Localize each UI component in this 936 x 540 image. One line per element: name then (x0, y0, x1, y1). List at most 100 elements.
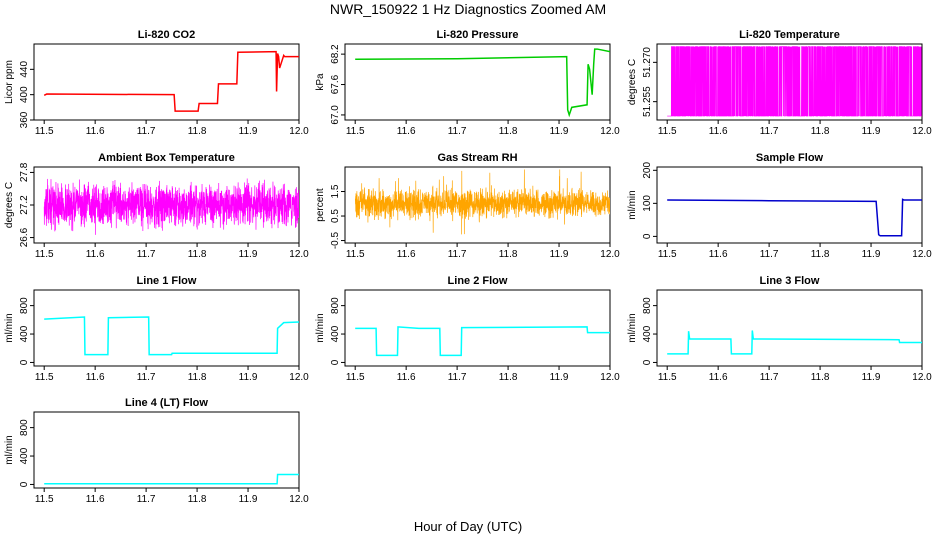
x-tick-label: 12.0 (289, 249, 309, 260)
panel-title: Line 1 Flow (137, 275, 197, 287)
x-tick-label: 11.5 (346, 126, 365, 137)
y-axis-label: degrees C (627, 59, 638, 105)
panel-4: Ambient Box Temperature 11.5 11.6 11.7 11.8 1… (4, 152, 309, 260)
y-axis-label: ml/min (4, 313, 15, 342)
y-axis-label: ml/min (627, 313, 638, 342)
x-tick-label: 11.9 (239, 494, 258, 505)
panel-title: Gas Stream RH (437, 152, 517, 164)
y-tick-label: 400 (19, 86, 30, 103)
y-tick-label: 400 (330, 325, 341, 342)
y-tick-label: 400 (642, 325, 653, 342)
data-line (667, 198, 922, 237)
x-tick-label: 12.0 (289, 126, 309, 137)
x-tick-label: 11.8 (188, 494, 207, 505)
x-tick-label: 11.7 (760, 372, 779, 383)
x-tick-label: 11.8 (188, 249, 207, 260)
x-tick-label: 11.6 (86, 126, 105, 137)
y-tick-label: 200 (642, 162, 653, 179)
x-tick-label: 11.8 (811, 249, 830, 260)
panel-title: Line 2 Flow (448, 275, 508, 287)
y-tick-label: 68.2 (330, 44, 341, 64)
x-tick-label: 12.0 (912, 126, 932, 137)
data-line (355, 48, 610, 118)
panel-10: Line 4 (LT) Flow 11.5 11.6 11.7 11.8 11.9 12.0… (4, 397, 309, 505)
data-line (43, 178, 299, 235)
x-tick-label: 11.6 (86, 249, 105, 260)
y-axis-label: Licor ppm (4, 60, 15, 104)
x-tick-label: 11.5 (35, 372, 54, 383)
x-tick-label: 12.0 (600, 126, 620, 137)
x-tick-label: 11.8 (499, 372, 518, 383)
y-axis-label: degrees C (4, 182, 15, 228)
x-tick-label: 11.8 (188, 126, 207, 137)
y-axis-label: kPa (315, 73, 326, 91)
x-tick-label: 11.9 (550, 372, 569, 383)
x-tick-label: 12.0 (289, 494, 309, 505)
data-line (667, 330, 922, 355)
panel-6: Sample Flow 11.5 11.6 11.7 11.8 11.9 12.0 0 100 2… (627, 152, 932, 260)
panel-2: Li-820 Pressure 11.5 11.6 11.7 11.8 11.9 12.0 6… (315, 29, 620, 137)
y-tick-label: 27.2 (19, 195, 30, 215)
y-tick-label: 0 (642, 233, 653, 239)
y-tick-label: -0.5 (330, 231, 341, 249)
plot-frame (656, 166, 923, 244)
y-tick-label: 51.270 (642, 47, 653, 78)
plot-frame (344, 289, 611, 367)
y-tick-label: 0 (19, 481, 30, 487)
x-tick-label: 11.7 (137, 249, 156, 260)
x-tick-label: 11.5 (35, 249, 54, 260)
y-tick-label: 800 (19, 419, 30, 436)
x-tick-label: 11.9 (239, 372, 258, 383)
x-tick-label: 11.8 (499, 126, 518, 137)
x-tick-label: 11.5 (658, 249, 677, 260)
y-tick-label: 800 (642, 297, 653, 314)
y-tick-label: 51.255 (642, 86, 653, 117)
y-tick-label: 400 (19, 447, 30, 464)
x-tick-label: 11.6 (709, 126, 728, 137)
x-tick-label: 12.0 (600, 249, 620, 260)
data-line (667, 46, 922, 117)
plot-frame (656, 289, 923, 367)
plot-frame (33, 411, 300, 489)
figure-x-axis-label: Hour of Day (UTC) (414, 519, 522, 534)
panel-title: Line 3 Flow (760, 275, 820, 287)
plot-frame (344, 43, 611, 121)
x-tick-label: 11.5 (35, 494, 54, 505)
panel-title: Sample Flow (756, 152, 824, 164)
x-tick-label: 11.9 (550, 249, 569, 260)
x-tick-label: 11.7 (137, 126, 156, 137)
panel-5: Gas Stream RH 11.5 11.6 11.7 11.8 11.9 12.0 -0.… (315, 152, 620, 260)
x-tick-label: 11.9 (862, 372, 881, 383)
y-tick-label: 800 (330, 297, 341, 314)
y-tick-label: 400 (19, 325, 30, 342)
plot-frame (33, 43, 300, 121)
panel-title: Li-820 Temperature (739, 29, 840, 41)
y-tick-label: 100 (642, 195, 653, 212)
x-tick-label: 11.7 (760, 249, 779, 260)
y-axis-label: ml/min (4, 435, 15, 464)
y-tick-label: 67.0 (330, 105, 341, 125)
panel-7: Line 1 Flow 11.5 11.6 11.7 11.8 11.9 12.0 0 400 8… (4, 275, 309, 383)
plot-frame (656, 43, 923, 121)
x-tick-label: 11.6 (397, 126, 416, 137)
x-tick-label: 11.9 (862, 126, 881, 137)
x-tick-label: 11.7 (760, 126, 779, 137)
x-tick-label: 11.6 (709, 249, 728, 260)
y-axis-label: ml/min (315, 313, 326, 342)
y-tick-label: 0.5 (330, 209, 341, 223)
x-tick-label: 11.7 (448, 126, 467, 137)
x-tick-label: 12.0 (912, 249, 932, 260)
x-tick-label: 11.6 (86, 372, 105, 383)
x-tick-label: 12.0 (912, 372, 932, 383)
panel-title: Li-820 CO2 (138, 29, 195, 41)
x-tick-label: 12.0 (600, 372, 620, 383)
y-axis-label: percent (315, 188, 326, 222)
x-tick-label: 11.6 (709, 372, 728, 383)
x-tick-label: 11.5 (658, 372, 677, 383)
x-tick-label: 11.5 (346, 249, 365, 260)
y-tick-label: 26.6 (19, 227, 30, 247)
panel-8: Line 2 Flow 11.5 11.6 11.7 11.8 11.9 12.0 0 400 8… (315, 275, 620, 383)
data-line (355, 326, 610, 357)
y-axis-label: ml/min (627, 190, 638, 219)
